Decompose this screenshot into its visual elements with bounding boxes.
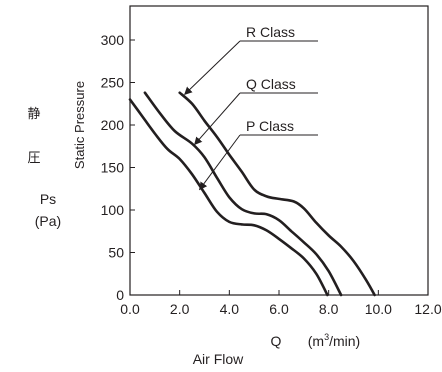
annotation-label-r-class: R Class (246, 24, 295, 40)
y-tick-label: 250 (101, 75, 125, 91)
series-annotations: R Class Q Class P Class (184, 24, 318, 191)
annotation-arrow (194, 92, 241, 146)
y-tick-label: 300 (101, 32, 125, 48)
x-tick-label: 4.0 (220, 301, 240, 317)
y-tick-label: 0 (116, 287, 124, 303)
y-axis-label: Static Pressure (72, 81, 87, 169)
annotation-label-p-class: P Class (246, 118, 294, 134)
y-axis-label-cjk-2: 圧 (27, 150, 40, 165)
y-tick-label: 50 (108, 245, 124, 261)
x-tick-label: 8.0 (319, 301, 339, 317)
y-tick-label: 100 (101, 202, 125, 218)
y-tick-label: 150 (101, 160, 125, 176)
y-tick-label: 200 (101, 117, 125, 133)
annotation-arrow (184, 40, 241, 95)
x-tick-label: 12.0 (414, 301, 441, 317)
x-tick-label: 10.0 (365, 301, 392, 317)
x-axis-label: Air Flow (193, 351, 244, 367)
series-lines (128, 91, 376, 297)
y-axis-symbol: Ps (40, 191, 56, 207)
x-tick-label: 6.0 (269, 301, 289, 317)
annotation-arrow (199, 134, 241, 191)
y-axis-label-cjk-1: 静 (27, 106, 40, 121)
annotation-label-q-class: Q Class (246, 76, 296, 92)
x-tick-label: 2.0 (170, 301, 190, 317)
plot-frame (129, 5, 429, 296)
series-line-r-class (178, 91, 376, 297)
x-tick-label: 0.0 (120, 301, 140, 317)
x-axis-unit: (m3/min) (308, 332, 360, 349)
x-axis-ticks: 0.0 2.0 4.0 6.0 8.0 10.0 12.0 (120, 290, 442, 317)
series-line-q-class (143, 91, 343, 297)
x-axis-symbol: Q (271, 333, 282, 349)
series-line-p-class (128, 98, 329, 297)
y-axis-ticks: 0 50 100 150 200 250 300 (101, 32, 135, 303)
y-axis-unit: (Pa) (35, 213, 61, 229)
